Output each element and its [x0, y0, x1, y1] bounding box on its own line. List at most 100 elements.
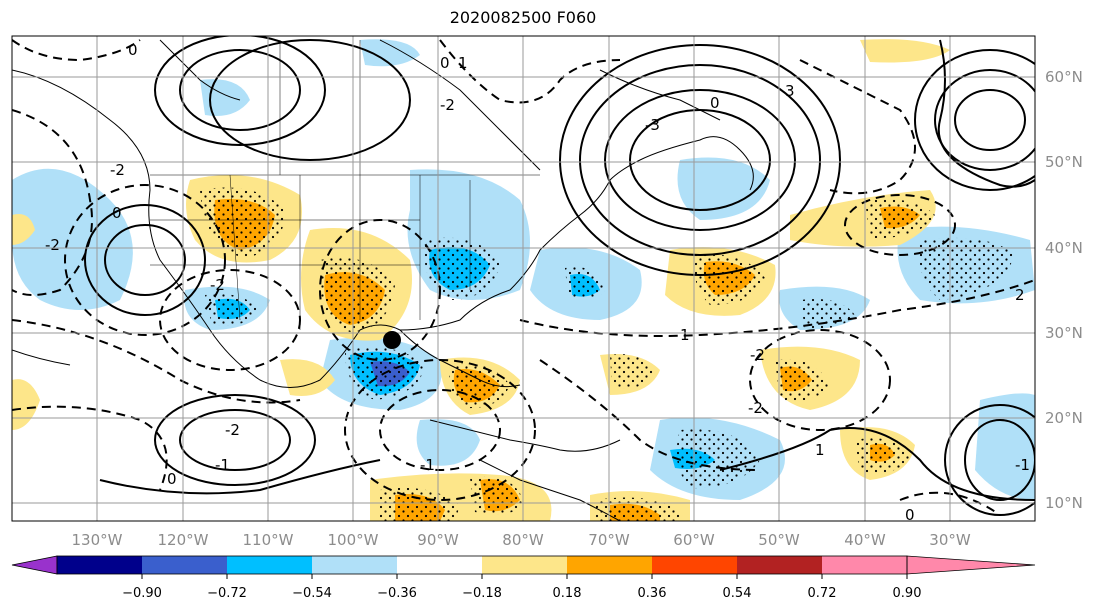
- significance-stipple: [380, 487, 460, 521]
- colorbar-tick-label: 0.72: [808, 586, 837, 601]
- colorbar-labels: −0.90 −0.72 −0.54 −0.36 −0.18 0.18 0.36 …: [122, 586, 921, 601]
- anomaly-shading: [975, 393, 1035, 500]
- contour-line: [914, 49, 1035, 191]
- longitude-label: 40°W: [844, 531, 886, 549]
- contour-line: [559, 44, 841, 276]
- anomaly-shading: [677, 157, 770, 220]
- contour-label: -2: [440, 96, 455, 114]
- latitude-labels: 60°N 50°N 40°N 30°N 20°N 10°N: [1045, 68, 1083, 512]
- colorbar-segment: [567, 556, 652, 574]
- contour-line: [844, 194, 956, 256]
- colorbar-segment: [482, 556, 567, 574]
- contour-line: [344, 359, 536, 501]
- significance-stipple: [610, 354, 655, 389]
- contour-label: -2: [210, 276, 225, 294]
- contour-line: [99, 459, 381, 495]
- significance-stipple: [319, 257, 395, 332]
- contour-label: 0: [710, 94, 720, 112]
- significance-stipple: [855, 438, 910, 474]
- contour-label: -2: [225, 421, 240, 439]
- contour-line: [749, 329, 891, 431]
- latitude-label: 20°N: [1045, 409, 1083, 427]
- contour-label: 0: [128, 41, 138, 59]
- contour-line: [12, 319, 301, 404]
- colorbar-tick-label: 0.18: [553, 586, 582, 601]
- latitude-label: 50°N: [1045, 153, 1083, 171]
- colorbar-segment: [822, 556, 907, 574]
- longitude-label: 130°W: [72, 531, 123, 549]
- contour-line: [12, 39, 141, 62]
- contour-label: 1: [680, 326, 690, 344]
- colorbar-tick-label: 0.90: [893, 586, 922, 601]
- colorbar-tick-label: 0.36: [638, 586, 667, 601]
- contour-label: -1: [215, 456, 230, 474]
- contour-line: [84, 204, 206, 316]
- contour-label: 1: [458, 54, 468, 72]
- contour-line: [604, 89, 796, 231]
- contour-label: 1: [815, 441, 825, 459]
- contour-line: [209, 39, 411, 161]
- contour-line: [954, 89, 1026, 151]
- contour-line: [154, 36, 326, 146]
- colorbar-extend-min: [11, 555, 58, 575]
- contour-label: 2: [1015, 286, 1025, 304]
- colorbar-tick-label: −0.90: [122, 586, 162, 601]
- longitude-label: 30°W: [929, 531, 971, 549]
- colorbar-segment: [652, 556, 737, 574]
- contour-line: [154, 394, 316, 486]
- shading-layer: [12, 39, 1035, 521]
- significance-stipple: [424, 237, 500, 300]
- longitude-label: 50°W: [758, 531, 800, 549]
- contour-label: 0: [905, 506, 915, 524]
- colorbar-segment: [142, 556, 227, 574]
- significance-stipple: [205, 294, 258, 326]
- anomaly-shading: [12, 214, 35, 245]
- latitude-label: 30°N: [1045, 324, 1083, 342]
- colorbar-tick-label: −0.18: [462, 586, 502, 601]
- colorbar-extend-max: [906, 555, 1036, 575]
- colorbar-tick-label: −0.54: [292, 586, 332, 601]
- latitude-label: 40°N: [1045, 239, 1083, 257]
- contour-line: [64, 184, 226, 336]
- contour-label: -1: [420, 456, 435, 474]
- contour-line: [719, 427, 1035, 501]
- latitude-label: 60°N: [1045, 68, 1083, 86]
- longitude-labels: 130°W 120°W 110°W 100°W 90°W 80°W 70°W 6…: [72, 531, 971, 549]
- contour-line: [934, 69, 1035, 171]
- contour-line: [439, 39, 621, 104]
- latitude-label: 10°N: [1045, 494, 1083, 512]
- colorbar-segment: [737, 556, 822, 574]
- contour-line: [629, 109, 771, 211]
- contour-label: 0: [440, 54, 450, 72]
- contour-line: [379, 389, 501, 471]
- longitude-label: 100°W: [328, 531, 379, 549]
- contour-label-layer: 0 0 1 -2 -2 0 1 -1 -2 -2 0 -1 0 -3 3 -2 …: [45, 41, 1030, 524]
- significance-stipple: [676, 429, 760, 489]
- significance-stipple: [449, 363, 510, 409]
- significance-stipple: [470, 476, 525, 515]
- anomaly-shading: [12, 379, 40, 430]
- colorbar-segment: [312, 556, 397, 574]
- longitude-label: 70°W: [588, 531, 630, 549]
- contour-label: -2: [748, 399, 763, 417]
- anomaly-shading: [416, 419, 480, 466]
- contour-line: [12, 109, 93, 296]
- contour-label: 0: [112, 204, 122, 222]
- map-title: 2020082500 F060: [449, 8, 597, 27]
- map-frame: [11, 35, 1036, 522]
- significance-stipple: [775, 359, 830, 401]
- longitude-label: 90°W: [417, 531, 459, 549]
- contour-line: [159, 269, 301, 371]
- colorbar-tick-label: −0.72: [207, 586, 247, 601]
- contour-line: [319, 219, 441, 361]
- contour-label: -1: [1015, 456, 1030, 474]
- contour-label: 0: [167, 470, 177, 488]
- significance-stipple: [565, 267, 605, 299]
- colorbar-tick-label: −0.36: [377, 586, 417, 601]
- contour-label: 3: [785, 82, 795, 100]
- contour-label: -2: [45, 236, 60, 254]
- colorbar-ticks: [141, 574, 908, 579]
- significance-stipple: [919, 237, 1015, 300]
- significance-stipple: [694, 254, 765, 305]
